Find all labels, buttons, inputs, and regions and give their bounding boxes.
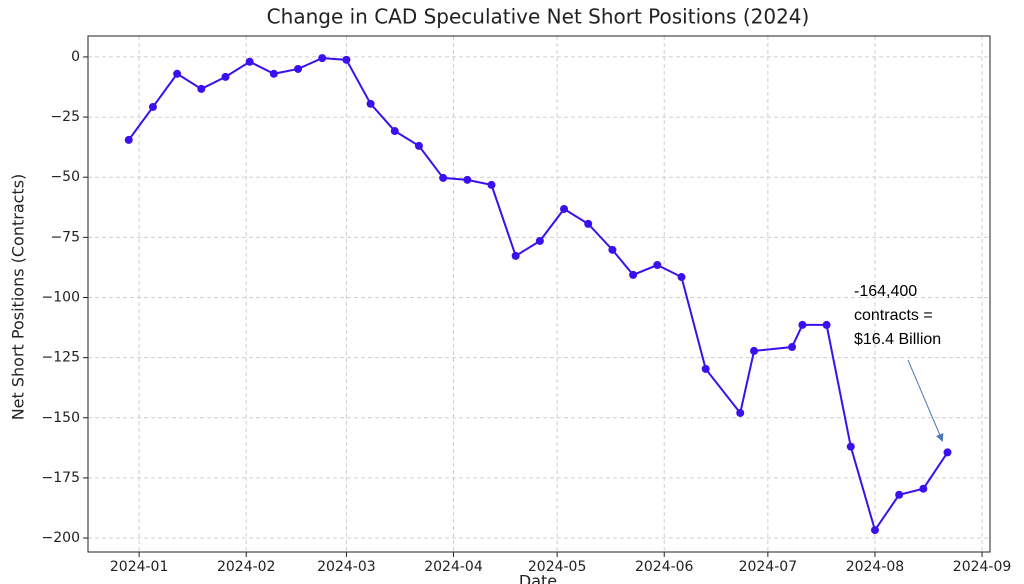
y-tick-label: 0 bbox=[71, 49, 80, 65]
annotation: -164,400 bbox=[854, 283, 917, 300]
data-point bbox=[535, 236, 544, 245]
data-point bbox=[511, 251, 520, 260]
data-point bbox=[221, 72, 230, 81]
data-point bbox=[560, 204, 569, 213]
data-point bbox=[463, 175, 472, 184]
data-point bbox=[919, 484, 928, 493]
chart-title: Change in CAD Speculative Net Short Posi… bbox=[267, 5, 810, 29]
annotation: contracts = bbox=[854, 307, 933, 324]
data-point bbox=[197, 84, 206, 93]
data-point bbox=[390, 127, 399, 136]
data-point bbox=[608, 245, 617, 254]
x-tick-label: 2024-09 bbox=[953, 559, 1012, 575]
data-point bbox=[943, 448, 952, 457]
y-tick-label: −50 bbox=[50, 169, 80, 185]
data-point bbox=[822, 320, 831, 329]
x-tick-label: 2024-06 bbox=[635, 559, 694, 575]
data-point bbox=[798, 320, 807, 329]
data-point bbox=[294, 64, 303, 73]
plot-frame bbox=[87, 35, 991, 553]
data-point bbox=[895, 490, 904, 499]
data-point bbox=[148, 102, 157, 111]
data-line bbox=[127, 57, 949, 533]
data-point bbox=[269, 69, 278, 78]
x-tick-label: 2024-07 bbox=[739, 559, 798, 575]
y-axis-label: Net Short Positions (Contracts) bbox=[9, 174, 28, 421]
data-point bbox=[653, 261, 662, 270]
y-tick-label: −75 bbox=[50, 229, 80, 245]
y-tick-label: −175 bbox=[42, 470, 80, 486]
y-tick-label: −150 bbox=[42, 410, 80, 426]
annotation: $16.4 Billion bbox=[854, 331, 941, 348]
annotation-arrow bbox=[907, 359, 944, 442]
x-tick-label: 2024-03 bbox=[317, 559, 376, 575]
y-tick-label: −100 bbox=[42, 289, 80, 305]
data-point bbox=[342, 55, 351, 64]
data-point bbox=[584, 219, 593, 228]
data-point bbox=[629, 270, 638, 279]
x-tick-label: 2024-01 bbox=[110, 559, 169, 575]
x-tick-label: 2024-05 bbox=[528, 559, 587, 575]
data-point bbox=[736, 408, 745, 417]
x-axis-label: Date bbox=[519, 572, 557, 584]
data-point bbox=[677, 273, 686, 282]
y-tick-label: −25 bbox=[50, 109, 80, 125]
data-point bbox=[366, 99, 375, 108]
data-point bbox=[124, 135, 133, 144]
data-point bbox=[414, 141, 423, 150]
data-point bbox=[788, 343, 797, 352]
x-tick-label: 2024-02 bbox=[217, 559, 276, 575]
data-point bbox=[318, 54, 327, 63]
data-point bbox=[846, 442, 855, 451]
data-point bbox=[439, 173, 448, 182]
data-point bbox=[487, 180, 496, 189]
data-point bbox=[173, 69, 182, 78]
x-tick-label: 2024-08 bbox=[846, 559, 905, 575]
y-tick-label: −200 bbox=[42, 530, 80, 546]
data-point bbox=[701, 364, 710, 373]
data-point bbox=[750, 346, 759, 355]
data-point bbox=[245, 57, 254, 66]
data-point bbox=[870, 526, 879, 535]
y-tick-label: −125 bbox=[42, 350, 80, 366]
x-tick-label: 2024-04 bbox=[424, 559, 483, 575]
